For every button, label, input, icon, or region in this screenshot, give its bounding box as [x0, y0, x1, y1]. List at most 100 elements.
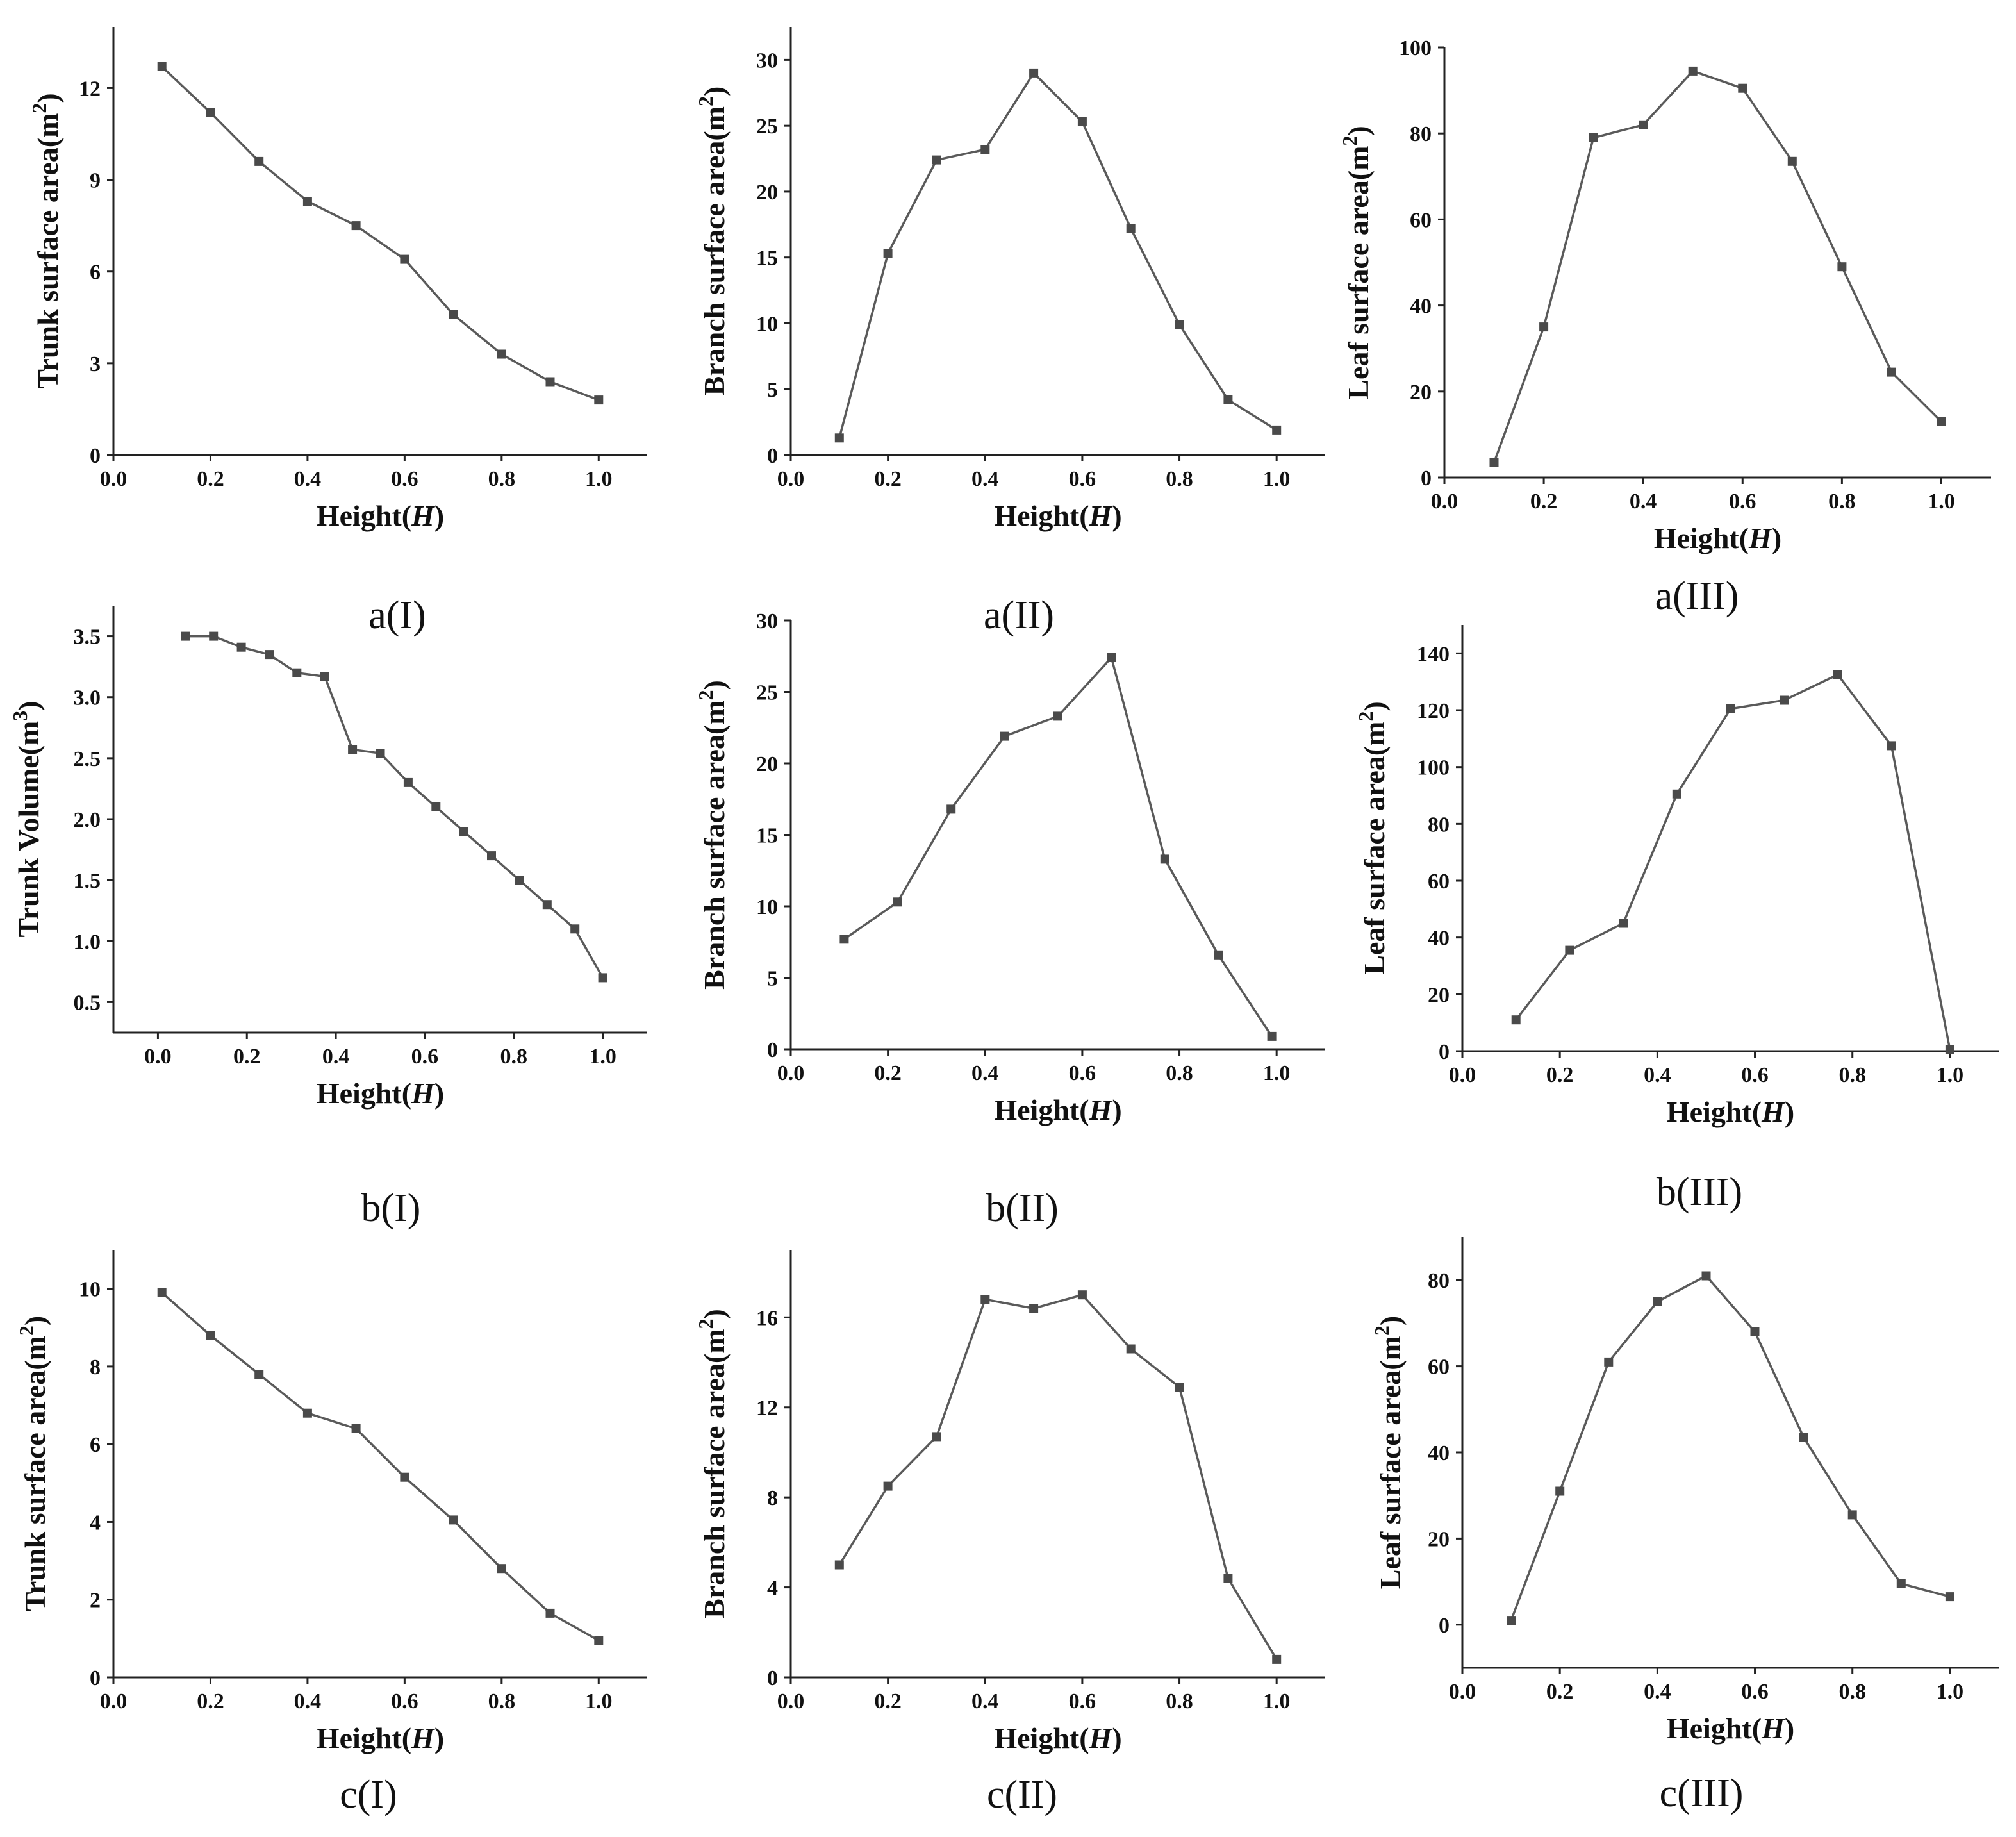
y-tick-label: 40: [1410, 295, 1432, 319]
x-tick-label: 0.2: [197, 467, 224, 491]
x-tick-label: 0.8: [1828, 490, 1856, 513]
x-tick-label: 1.0: [1937, 1680, 1964, 1704]
chart-panel-c(I): 0.0 0.2 0.4 0.6 0.8 1.0 0 2 4 6 8 10 Height(H) Trunk …: [15, 1250, 647, 1816]
data-point: [1029, 1304, 1039, 1313]
data-point: [1126, 1344, 1136, 1354]
y-tick-label: 6: [90, 1433, 101, 1457]
x-axis-title: Height(H): [317, 499, 444, 532]
data-point: [932, 155, 941, 165]
y-tick-label: 0: [1439, 1614, 1450, 1638]
x-tick-label: 0.6: [411, 1045, 439, 1068]
panel-caption: a(I): [368, 594, 426, 637]
data-point: [431, 802, 441, 811]
x-tick-label: 0.0: [100, 1690, 128, 1713]
series-line: [161, 65, 599, 401]
y-tick-label: 40: [1428, 1442, 1450, 1465]
x-tick-label: 0.6: [1741, 1680, 1769, 1704]
data-point: [265, 650, 274, 660]
chart-panel-b(II): 0.0 0.2 0.4 0.6 0.8 1.0 0 5 10 15 20 25 30 Height(H) B…: [694, 610, 1325, 1230]
y-axis-title: Trunk surface area(m2): [28, 93, 64, 388]
data-point: [1896, 1579, 1906, 1588]
x-axis-title: Height(H): [1667, 1712, 1794, 1745]
data-point: [1738, 83, 1747, 93]
y-tick-label: 2.0: [74, 808, 101, 832]
data-point: [1672, 789, 1681, 799]
data-point: [1837, 262, 1847, 272]
x-tick-label: 0.2: [874, 1690, 902, 1713]
data-point: [497, 349, 506, 359]
x-tick-label: 0.6: [391, 1690, 418, 1713]
y-tick-label: 5: [767, 967, 778, 991]
x-tick-label: 0.4: [294, 1690, 322, 1713]
data-point: [292, 668, 302, 677]
y-tick-label: 60: [1410, 208, 1432, 232]
y-tick-label: 0: [767, 1038, 778, 1062]
y-tick-label: 0: [90, 1667, 101, 1690]
data-point: [1511, 1015, 1521, 1025]
chart-panel-c(II): 0.0 0.2 0.4 0.6 0.8 1.0 0 4 8 12 16 Height(H) Branch…: [694, 1250, 1325, 1816]
data-point: [351, 1424, 361, 1433]
x-tick-label: 1.0: [1263, 1690, 1291, 1713]
data-point: [1619, 918, 1628, 928]
x-tick-label: 0.0: [144, 1045, 172, 1068]
series-line: [1492, 69, 1942, 463]
x-axis-title: Height(H): [317, 1722, 444, 1754]
data-point: [980, 1295, 990, 1304]
y-axis-title: Branch surface area(m2): [694, 1309, 731, 1618]
x-tick-label: 0.6: [1069, 1061, 1096, 1085]
x-tick-label: 0.4: [971, 1690, 999, 1713]
data-point: [206, 108, 215, 117]
x-axis-title: Height(H): [317, 1077, 444, 1110]
x-tick-label: 0.8: [1838, 1063, 1866, 1087]
data-point: [497, 1564, 506, 1574]
x-tick-label: 0.0: [1449, 1680, 1476, 1704]
x-axis-title: Height(H): [1654, 522, 1781, 554]
y-tick-label: 30: [756, 610, 778, 633]
data-point: [834, 433, 844, 443]
x-tick-label: 0.4: [1644, 1063, 1671, 1087]
y-axis-title: Leaf surface area(m2): [1370, 1316, 1407, 1589]
x-tick-label: 0.0: [100, 467, 128, 491]
x-tick-label: 0.6: [1069, 467, 1096, 491]
y-tick-label: 100: [1417, 756, 1450, 780]
x-axis-title: Height(H): [994, 499, 1121, 532]
data-point: [1489, 458, 1499, 467]
x-tick-label: 1.0: [589, 1045, 616, 1068]
y-tick-label: 10: [79, 1278, 101, 1302]
y-tick-label: 140: [1417, 642, 1450, 666]
y-tick-label: 10: [756, 312, 778, 336]
y-tick-label: 80: [1428, 813, 1450, 836]
data-point: [376, 749, 385, 758]
x-tick-label: 0.6: [1069, 1690, 1096, 1713]
x-tick-label: 0.8: [1166, 467, 1193, 491]
series-line: [838, 1293, 1278, 1660]
y-tick-label: 16: [756, 1306, 778, 1330]
y-tick-label: 12: [79, 77, 101, 101]
chart-panel-a(III): 0.0 0.2 0.4 0.6 0.8 1.0 0 20 40 60 80 100 Height(H) L…: [1338, 37, 1991, 618]
x-tick-label: 1.0: [1263, 467, 1291, 491]
data-point: [946, 804, 956, 814]
y-tick-label: 8: [767, 1486, 778, 1510]
y-axis-title: Branch surface area(m2): [694, 680, 731, 990]
x-tick-label: 1.0: [585, 467, 613, 491]
x-tick-label: 0.0: [777, 1061, 805, 1085]
data-point: [883, 1481, 893, 1491]
data-point: [594, 1636, 604, 1645]
data-point: [487, 851, 496, 861]
y-tick-label: 5: [767, 378, 778, 402]
chart-panel-b(III): 0.0 0.2 0.4 0.6 0.8 1.0 0 20 40 60 80 100 120 140 Heig…: [1354, 625, 1999, 1214]
data-point: [157, 62, 167, 71]
y-tick-label: 6: [90, 261, 101, 285]
data-point: [1604, 1357, 1614, 1367]
y-tick-label: 0: [767, 1667, 778, 1690]
panel-caption: b(I): [361, 1186, 421, 1230]
data-point: [893, 897, 902, 907]
x-tick-label: 0.2: [1546, 1680, 1574, 1704]
data-point: [449, 1515, 458, 1525]
data-point: [1565, 945, 1574, 955]
y-tick-label: 0: [1439, 1040, 1450, 1064]
data-point: [1787, 156, 1797, 166]
data-point: [1688, 66, 1698, 76]
series-line: [838, 71, 1278, 438]
